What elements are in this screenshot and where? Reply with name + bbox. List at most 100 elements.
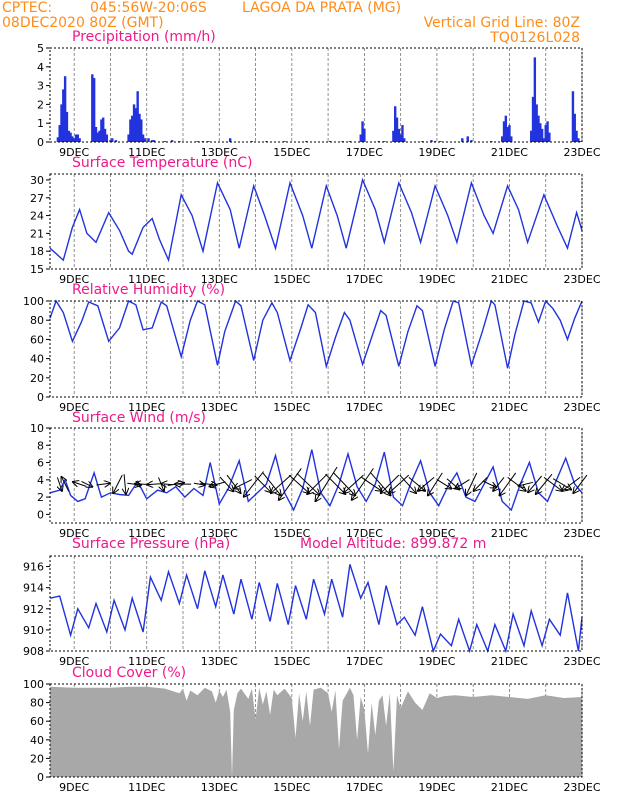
precipitation-bar <box>578 141 582 142</box>
wind-arrow <box>573 474 588 493</box>
pressure-ytick-label: 916 <box>23 561 44 574</box>
pressure-ytick-label: 912 <box>23 603 44 616</box>
wind-arrow <box>296 472 320 495</box>
humidity-ytick-label: 80 <box>30 314 44 327</box>
precipitation-bar <box>506 126 509 142</box>
precipitation-bar <box>508 125 511 142</box>
pressure-xtick-label: 21DEC <box>491 655 528 668</box>
precipitation-bar <box>127 134 130 142</box>
precipitation-ytick-label: 0 <box>37 136 44 149</box>
wind-arrow <box>147 484 161 485</box>
precipitation-bar <box>170 140 174 142</box>
header-model: TQ0126L028 <box>489 30 580 46</box>
precipitation-ytick-label: 2 <box>37 98 44 111</box>
precipitation-bar <box>141 134 145 142</box>
precipitation-bar <box>328 141 332 142</box>
wind-arrow <box>244 471 264 497</box>
precipitation-bar <box>92 78 96 142</box>
temperature-ytick-label: 21 <box>30 227 44 240</box>
precipitation-bar <box>140 119 143 142</box>
precipitation-bar <box>397 128 401 142</box>
wind-arrow <box>389 474 410 493</box>
wind-arrow <box>124 474 126 494</box>
precipitation-bar <box>283 141 286 142</box>
wind-arrow <box>428 472 443 496</box>
pressure-xtick-label: 15DEC <box>273 655 310 668</box>
pressure-ytick-label: 908 <box>23 645 44 658</box>
cloud-xtick-label: 15DEC <box>273 781 310 794</box>
pressure-xtick-label: 17DEC <box>346 655 383 668</box>
wind-ytick-label: 4 <box>37 474 44 487</box>
wind-arrow <box>352 468 374 500</box>
cloud-xtick-label: 23DEC <box>563 781 600 794</box>
pressure-annotation: Model Altitude: 899.872 m <box>300 536 486 552</box>
precipitation-bar <box>393 106 397 142</box>
humidity-frame <box>49 300 583 398</box>
wind-arrow <box>408 477 425 491</box>
precipitation-bar <box>577 138 580 142</box>
precipitation-xtick-label: 21DEC <box>491 146 528 159</box>
precipitation-bar <box>348 141 352 142</box>
precipitation-bar <box>152 140 156 142</box>
precipitation-bar <box>531 96 535 142</box>
precipitation-bar <box>109 140 112 142</box>
wind-arrow <box>543 476 562 491</box>
precipitation-bar <box>56 137 60 142</box>
cloud-xtick-label: 17DEC <box>346 781 383 794</box>
precipitation-frame <box>49 47 583 143</box>
precipitation-bar <box>537 115 540 142</box>
wind-arrow <box>381 474 400 493</box>
wind-xtick-label: 15DEC <box>273 527 310 540</box>
wind-arrow <box>399 474 416 493</box>
wind-panel: 0 2 4 6 8 10 9DEC 11DEC 13DEC 15DEC 17DEC 19DEC 21DE… <box>30 410 601 540</box>
temperature-title: Surface Temperature (nC) <box>72 155 253 171</box>
precipitation-bar <box>361 121 364 142</box>
precipitation-bar <box>58 125 61 142</box>
wind-arrow <box>262 472 281 496</box>
precipitation-bar <box>111 138 114 142</box>
precipitation-bar <box>548 132 551 142</box>
wind-arrow <box>536 473 553 494</box>
precipitation-bar <box>78 138 81 142</box>
precipitation-bar <box>392 130 395 142</box>
precipitation-bar <box>62 89 65 142</box>
precipitation-xtick-label: 15DEC <box>273 146 310 159</box>
precipitation-bar <box>60 104 63 142</box>
wind-ytick-label: 0 <box>37 508 44 521</box>
wind-xtick-label: 21DEC <box>491 527 528 540</box>
wind-ytick-label: 10 <box>30 422 44 435</box>
humidity-xtick-label: 19DEC <box>418 401 455 414</box>
precipitation-bar <box>395 117 399 142</box>
header-datetime: 08DEC2020 80Z (GMT) <box>2 15 164 31</box>
precipitation-bar <box>399 134 402 142</box>
panels: 0 1 2 3 4 5 9DEC 11DEC 13DEC 15DEC 17DEC 19DEC 21DEC… <box>23 29 601 794</box>
precipitation-bar <box>207 141 210 142</box>
precipitation-bar <box>103 128 107 142</box>
precipitation-bar <box>575 130 578 142</box>
precipitation-bar <box>542 138 546 142</box>
precipitation-ytick-label: 1 <box>37 117 44 130</box>
temperature-xtick-label: 9DEC <box>59 273 89 286</box>
wind-arrow <box>62 477 70 492</box>
cloud-ytick-label: 40 <box>30 734 44 747</box>
precipitation-bar <box>544 125 547 142</box>
wind-arrow <box>209 481 226 487</box>
wind-arrow <box>219 476 234 491</box>
pressure-ytick-label: 914 <box>23 582 44 595</box>
humidity-ytick-label: 60 <box>30 333 44 346</box>
precipitation-bar <box>403 138 406 142</box>
wind-arrow <box>562 476 581 491</box>
wind-arrow <box>234 479 253 489</box>
precipitation-bar <box>533 57 537 142</box>
precipitation-bar <box>71 136 74 142</box>
wind-ytick-label: 6 <box>37 457 44 470</box>
precipitation-bar <box>573 113 576 142</box>
precipitation-ytick-label: 5 <box>37 42 44 55</box>
cloud-ytick-label: 60 <box>30 715 44 728</box>
cloud-xtick-label: 9DEC <box>59 781 89 794</box>
precipitation-bar <box>470 140 473 142</box>
precipitation-bar <box>502 121 506 142</box>
precipitation-ytick-label: 3 <box>37 80 44 93</box>
cloud-ytick-label: 100 <box>23 678 44 691</box>
